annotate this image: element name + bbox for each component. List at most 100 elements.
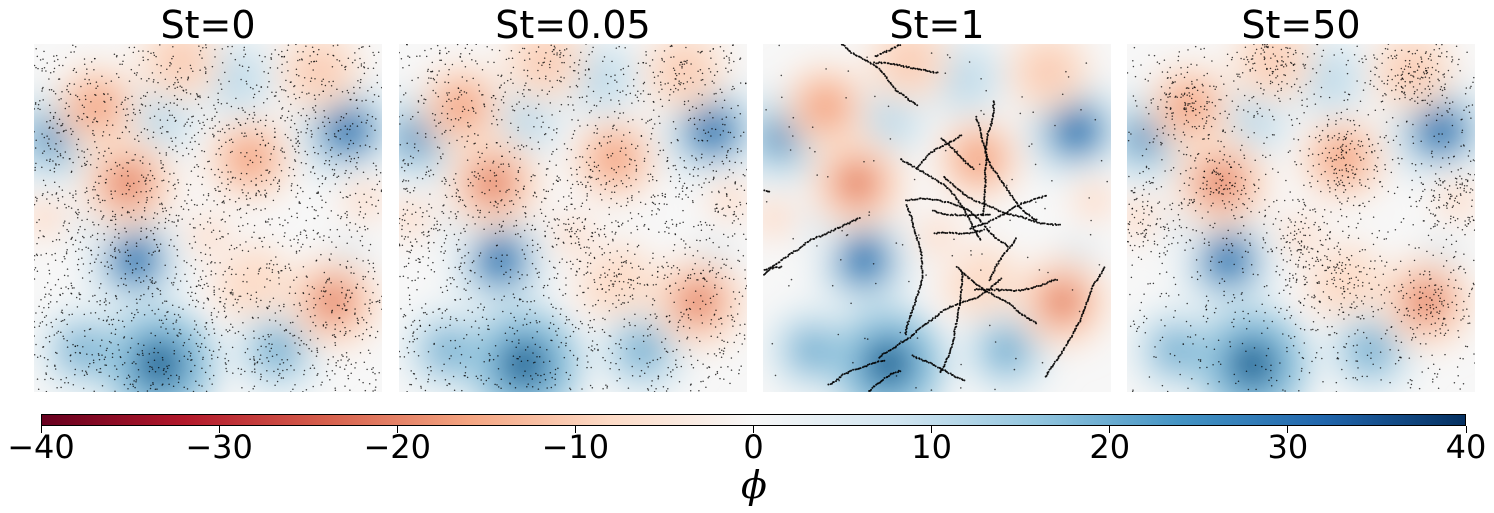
particle [179,328,181,331]
particle [721,107,724,109]
particle [300,162,303,164]
particle [541,115,543,118]
particle [482,383,485,385]
particle [552,306,554,309]
particle [622,281,625,283]
particle [95,146,98,149]
particle [418,319,421,322]
particle [174,277,176,279]
particle [359,226,361,229]
particle [727,315,729,317]
particle [570,187,572,190]
particle [915,356,918,359]
particle [650,196,653,198]
particle [403,219,406,222]
particle [54,259,57,261]
particle [107,93,109,95]
particle [300,114,302,117]
particle [737,351,740,353]
particle [726,193,728,196]
particle [538,271,540,274]
particle [643,223,646,226]
particle [554,368,557,371]
particle [532,361,535,364]
particle [111,124,114,126]
particle [345,159,347,162]
particle [614,79,616,82]
particle [553,276,556,279]
particle [132,209,135,211]
field-mark [604,270,625,291]
particle [118,76,120,79]
particle [549,102,552,104]
particle [703,278,706,280]
particle [34,169,36,171]
particle [83,374,86,376]
particle [426,70,429,72]
particle [355,99,358,101]
particle [375,379,377,381]
particle [99,367,102,370]
particle [36,270,39,272]
particle [201,287,204,290]
particle [151,72,154,74]
particle [623,318,626,320]
particle [662,266,664,269]
particle [406,347,409,349]
particle [686,337,688,340]
particle [120,214,123,216]
particle [376,330,379,333]
particle [197,120,200,122]
particle [425,55,428,58]
particle [551,227,553,230]
particle [99,201,101,204]
particle [523,59,526,62]
particle [108,147,110,149]
particle [82,112,85,115]
particle [199,69,201,71]
particle [335,136,337,138]
particle [521,274,523,276]
particle [159,203,161,205]
particle [488,377,490,380]
particle [634,313,636,316]
particle [575,157,577,159]
particle [475,176,477,178]
particle [514,387,517,389]
particle [684,280,687,282]
particle [173,350,176,352]
particle [484,216,486,218]
particle [167,131,169,133]
particle [407,222,409,225]
particle [193,203,196,206]
particle [292,321,294,324]
particle [569,387,571,390]
particle [176,255,179,257]
particle [197,131,200,134]
particle [58,118,61,121]
particle [608,288,610,291]
particle [90,61,93,63]
particle [216,356,219,359]
particle [66,339,68,342]
particle [330,85,333,87]
particle [617,166,620,168]
particle [542,361,545,363]
particle [739,113,742,115]
particle [461,272,463,274]
particle [136,353,139,356]
particle [228,248,231,251]
particle [126,305,128,308]
particle [291,145,294,147]
particle [271,355,274,358]
particle [55,192,58,194]
particle [55,238,58,241]
particle [74,373,76,376]
particle [93,261,96,264]
particle [169,173,171,175]
field-mark [333,117,362,145]
particle [131,362,134,364]
particle [574,208,576,210]
particle [367,270,370,273]
particle [674,363,677,366]
